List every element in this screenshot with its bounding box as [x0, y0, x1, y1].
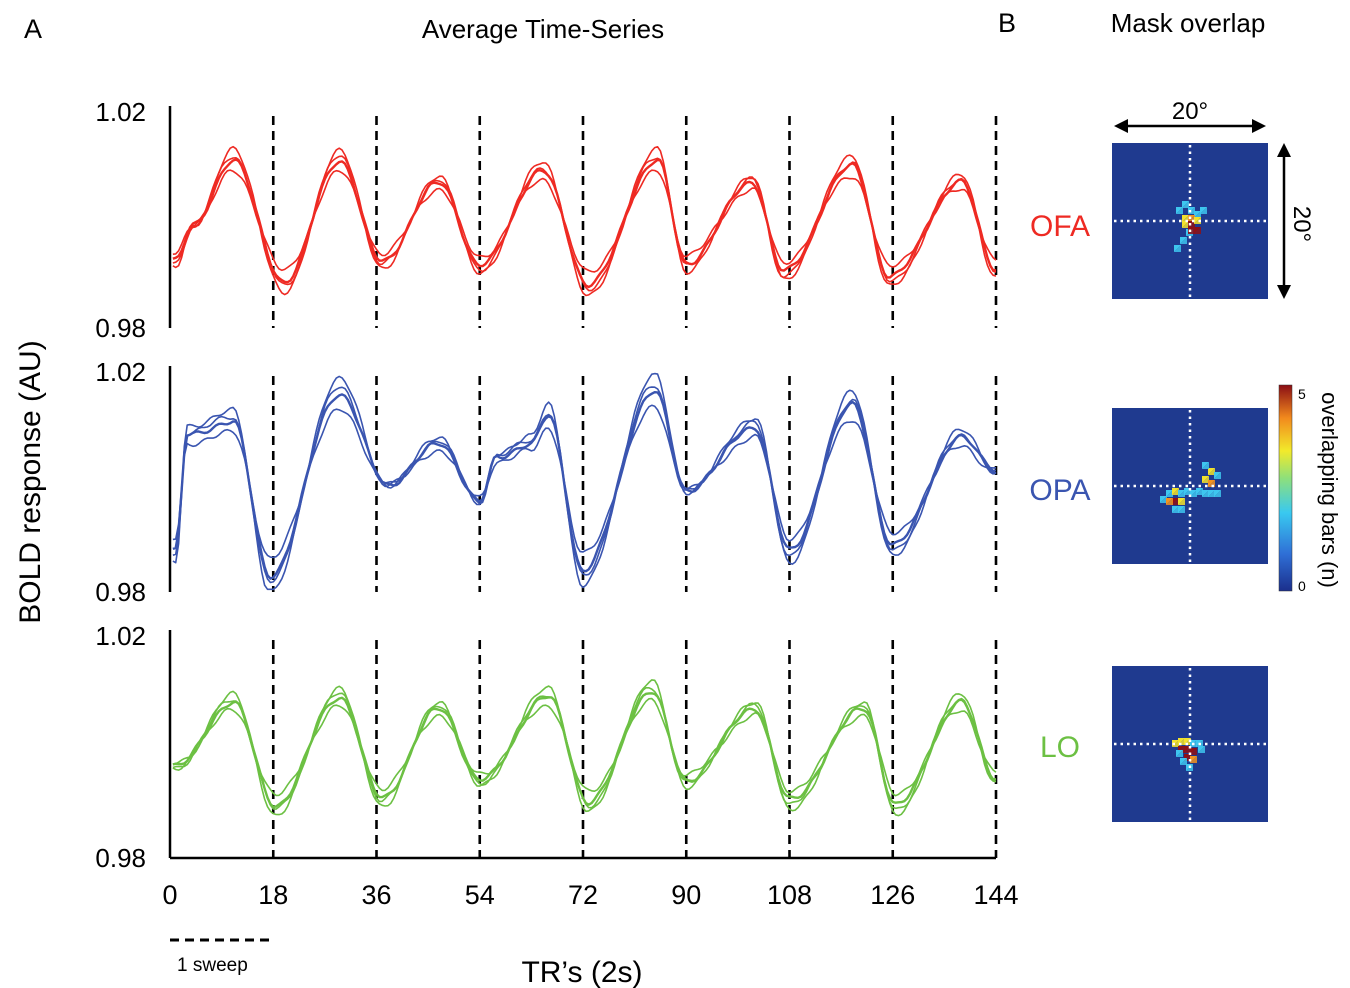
- mask-voxel: [1214, 472, 1221, 479]
- colorbar-tick-min: 0: [1298, 578, 1306, 594]
- x-tick-label: 0: [162, 880, 177, 910]
- mask-voxel: [1172, 506, 1179, 513]
- y-tick-label: 0.98: [95, 843, 146, 873]
- mask-voxel: [1174, 245, 1181, 252]
- series-line-lo: [172, 687, 997, 810]
- mask-voxel: [1178, 490, 1185, 497]
- mask-voxel: [1180, 237, 1187, 244]
- mask-voxel: [1202, 476, 1209, 483]
- x-tick-label: 72: [568, 880, 598, 910]
- x-tick-label: 54: [465, 880, 495, 910]
- mask-voxel: [1182, 201, 1189, 208]
- mask-voxel: [1172, 498, 1179, 505]
- mask-voxel: [1202, 490, 1209, 497]
- series-line-lo: [172, 692, 996, 809]
- series-line-opa: [172, 372, 997, 591]
- x-tick-label: 108: [767, 880, 812, 910]
- mask-ofa: [1112, 143, 1268, 299]
- mask-voxel: [1190, 490, 1197, 497]
- series-line-ofa: [172, 155, 997, 292]
- mask-voxel: [1190, 748, 1197, 755]
- y-tick-label: 0.98: [95, 313, 146, 343]
- mask-voxel: [1214, 490, 1221, 497]
- mask-voxel: [1188, 221, 1195, 228]
- panel-b-title: Mask overlap: [1111, 8, 1266, 38]
- mask-voxel: [1202, 462, 1209, 469]
- extent-horizontal-label: 20°: [1172, 98, 1208, 125]
- y-tick-label: 1.02: [95, 97, 146, 127]
- mask-voxel: [1182, 221, 1189, 228]
- y-axis-label: BOLD response (AU): [14, 340, 47, 623]
- mask-voxel: [1178, 506, 1185, 513]
- x-axis-label: TR’s (2s): [521, 956, 642, 988]
- mask-voxel: [1166, 490, 1173, 497]
- mask-voxel: [1160, 496, 1167, 503]
- colorbar-tick-max: 5: [1298, 386, 1306, 402]
- y-tick-label: 1.02: [95, 621, 146, 651]
- plot-lo: 1.02 0.98: [95, 621, 998, 873]
- mask-voxel: [1172, 488, 1179, 495]
- colorbar-label: overlapping bars (n): [1317, 392, 1342, 588]
- mask-voxel: [1194, 227, 1201, 234]
- sweep-legend-label: 1 sweep: [177, 955, 248, 976]
- panel-a-letter: A: [24, 14, 42, 44]
- plot-ofa: 1.02 0.98: [95, 97, 998, 343]
- panel-b-letter: B: [998, 8, 1016, 38]
- plot-opa: 1.02 0.98: [95, 357, 998, 607]
- colorbar: [1278, 384, 1293, 592]
- extent-arrow-horizontal: [1114, 119, 1266, 133]
- x-tick-label: 144: [973, 880, 1018, 910]
- mask-voxel: [1176, 750, 1183, 757]
- x-tick-label: 126: [870, 880, 915, 910]
- mask-voxel: [1200, 207, 1207, 214]
- y-tick-label: 0.98: [95, 577, 146, 607]
- series-line-ofa: [172, 169, 997, 273]
- y-tick-label: 1.02: [95, 357, 146, 387]
- extent-arrow-vertical: [1277, 143, 1291, 299]
- x-tick-label: 90: [671, 880, 701, 910]
- mask-voxel: [1188, 227, 1195, 234]
- region-label-ofa: OFA: [1030, 210, 1090, 243]
- series-line-opa: [172, 386, 996, 584]
- series-line-opa: [172, 404, 997, 559]
- panel-a-title: Average Time-Series: [422, 14, 664, 44]
- mask-voxel: [1178, 498, 1185, 505]
- x-tick-label: 36: [361, 880, 391, 910]
- mask-voxel: [1176, 207, 1183, 214]
- x-axis-ticks: 0 18 36 54 72 90 108 126 144: [162, 880, 1018, 910]
- mask-lo: [1112, 666, 1268, 822]
- mask-voxel: [1190, 756, 1197, 763]
- mask-voxel: [1196, 488, 1203, 495]
- extent-vertical-label: 20°: [1288, 206, 1315, 242]
- series-line-lo: [172, 679, 997, 817]
- mask-voxel: [1180, 758, 1187, 765]
- mask-voxel: [1198, 746, 1205, 753]
- mask-voxel: [1208, 490, 1215, 497]
- mask-opa: [1112, 408, 1268, 564]
- mask-background: [1112, 408, 1268, 564]
- mask-voxel: [1166, 498, 1173, 505]
- region-label-lo: LO: [1040, 731, 1080, 764]
- mask-voxel: [1194, 211, 1201, 218]
- x-tick-label: 18: [258, 880, 288, 910]
- mask-voxel: [1208, 468, 1215, 475]
- region-label-opa: OPA: [1029, 474, 1090, 507]
